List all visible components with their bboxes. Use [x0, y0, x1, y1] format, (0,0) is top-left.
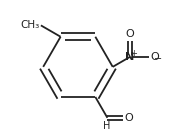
Text: −: −: [154, 54, 162, 64]
Text: O: O: [126, 29, 134, 39]
Text: N: N: [125, 52, 135, 62]
Text: +: +: [130, 49, 137, 58]
Text: O: O: [151, 52, 159, 62]
Text: H: H: [103, 121, 111, 131]
Text: CH₃: CH₃: [20, 20, 40, 30]
Text: O: O: [124, 113, 133, 123]
